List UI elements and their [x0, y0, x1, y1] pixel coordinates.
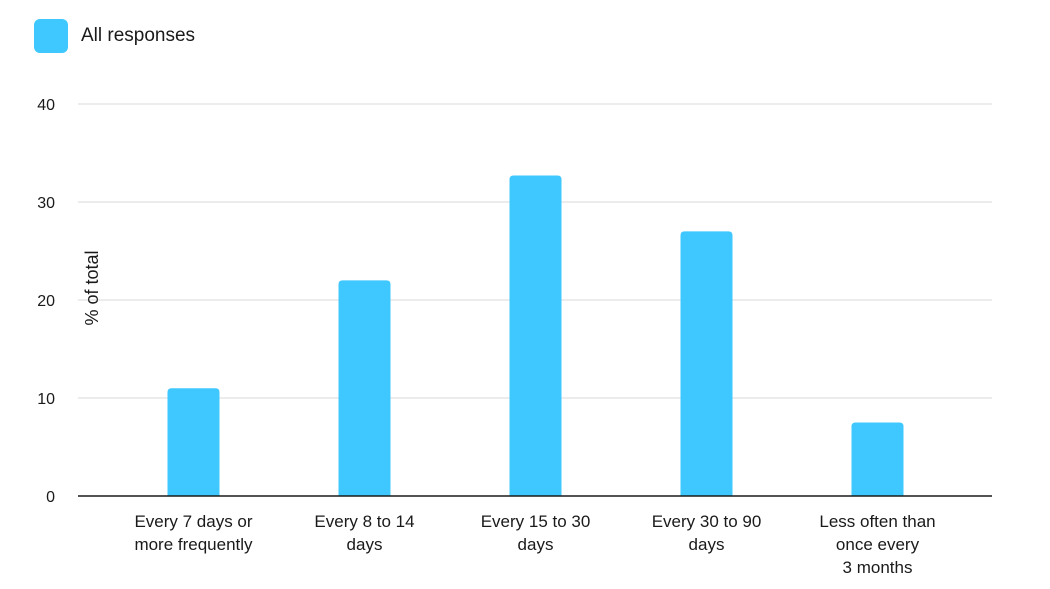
x-tick-label: days: [518, 535, 554, 554]
y-tick-label: 10: [37, 391, 55, 408]
y-tick-label: 40: [37, 97, 55, 114]
y-tick-label: 0: [46, 489, 55, 506]
legend: All responses: [34, 19, 195, 53]
x-tick-label: Every 8 to 14: [314, 512, 414, 531]
x-tick-label: 3 months: [843, 558, 913, 577]
bar: [851, 422, 904, 496]
x-tick-label: more frequently: [134, 535, 253, 554]
bar: [680, 231, 733, 496]
legend-swatch: [34, 19, 68, 53]
x-tick-label: Every 30 to 90: [652, 512, 762, 531]
bar: [509, 175, 562, 497]
y-tick-label: 20: [37, 293, 55, 310]
x-tick-label: Less often than: [819, 512, 935, 531]
legend-label: All responses: [81, 25, 196, 46]
bar: [167, 388, 220, 496]
label-layer: 0 10 20 30 40 Every 7 days or more frequently E…: [37, 97, 935, 577]
x-tick-label: days: [689, 535, 725, 554]
y-axis-label: % of total: [82, 250, 102, 325]
x-tick-label: days: [347, 535, 383, 554]
bar: [338, 280, 391, 496]
x-tick-label: Every 7 days or: [134, 512, 252, 531]
y-tick-label: 30: [37, 195, 55, 212]
bars-layer: [167, 175, 904, 497]
x-tick-label: Every 15 to 30: [481, 512, 591, 531]
x-tick-label: once every: [836, 535, 920, 554]
